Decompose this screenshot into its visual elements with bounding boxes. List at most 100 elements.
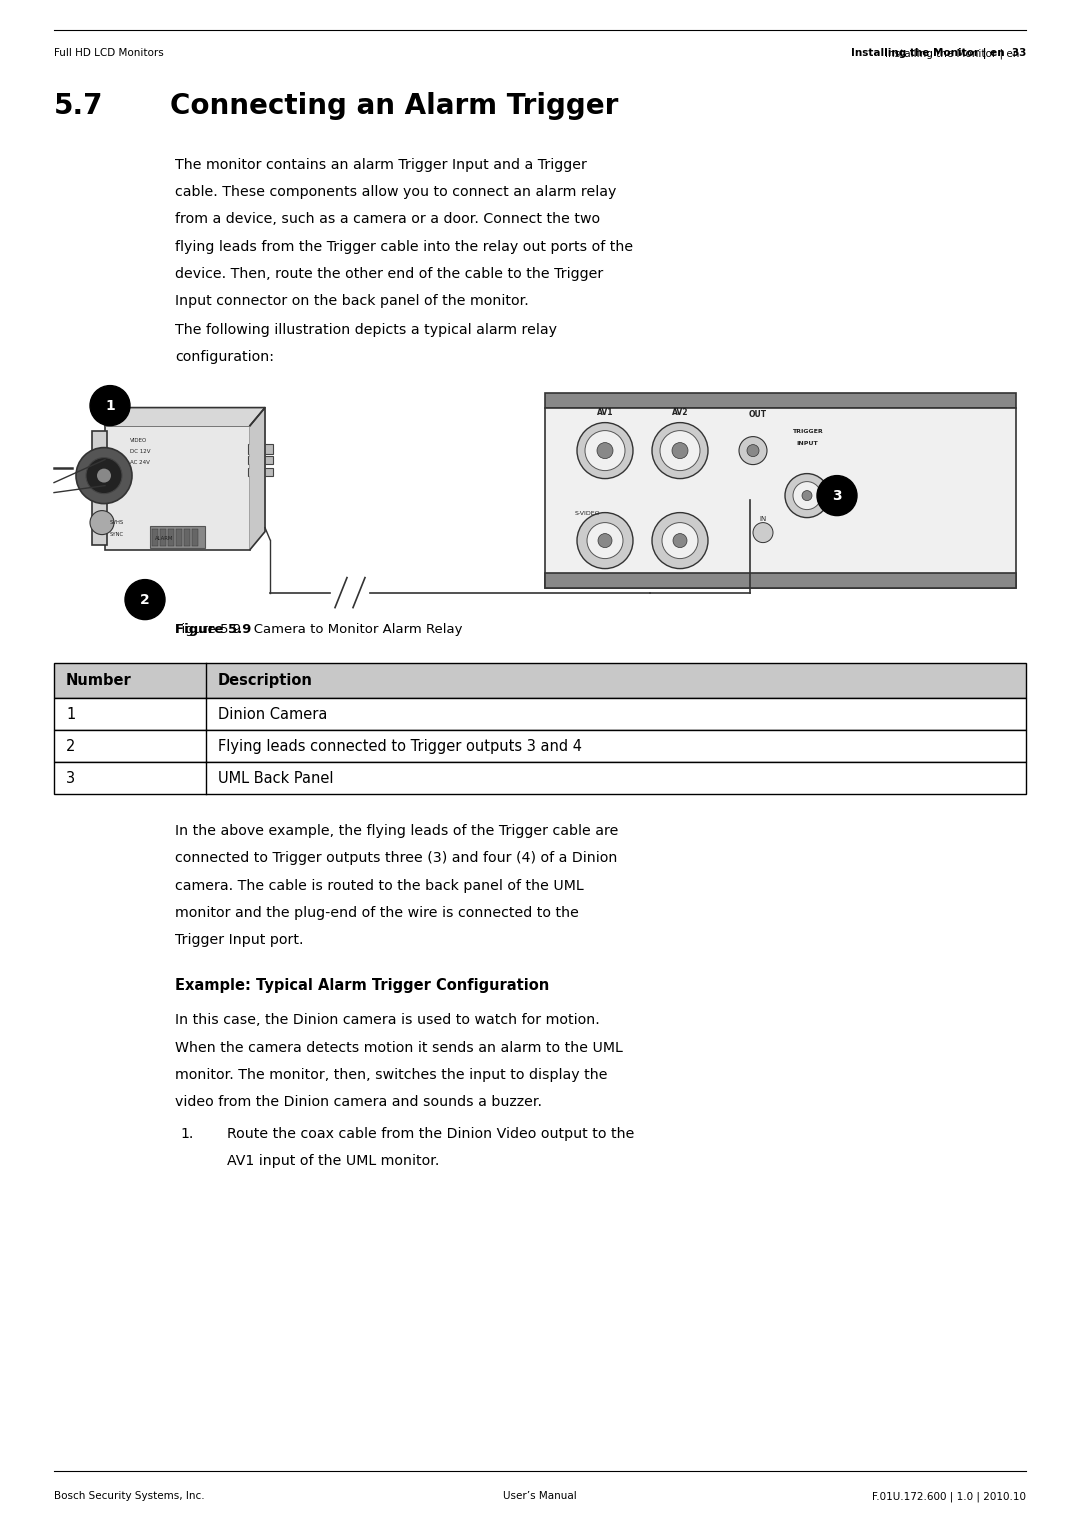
Text: The following illustration depicts a typical alarm relay: The following illustration depicts a typ… (175, 323, 557, 338)
Text: INPUT: INPUT (796, 440, 818, 445)
Text: Installing the Monitor | en: Installing the Monitor | en (886, 47, 1026, 58)
Circle shape (86, 457, 122, 494)
Circle shape (660, 431, 700, 471)
Bar (150, 526, 205, 547)
Text: OUT: OUT (748, 410, 767, 419)
Bar (54, 662, 1026, 699)
Text: 5.7: 5.7 (54, 92, 104, 119)
Circle shape (577, 512, 633, 569)
Text: SVHS: SVHS (110, 520, 124, 524)
Text: configuration:: configuration: (175, 350, 274, 364)
Text: 1.: 1. (180, 1127, 193, 1141)
Text: 1: 1 (66, 706, 76, 722)
Bar (54, 699, 1026, 731)
Circle shape (597, 532, 603, 538)
Bar (184, 529, 189, 546)
Text: DC 12V: DC 12V (130, 448, 150, 454)
Text: Installing the Monitor | en  33: Installing the Monitor | en 33 (851, 47, 1026, 60)
Text: F.01U.172.600 | 1.0 | 2010.10: F.01U.172.600 | 1.0 | 2010.10 (872, 1491, 1026, 1501)
Circle shape (577, 422, 633, 479)
Circle shape (662, 523, 698, 558)
Text: Connecting an Alarm Trigger: Connecting an Alarm Trigger (170, 92, 619, 119)
Text: cable. These components allow you to connect an alarm relay: cable. These components allow you to con… (175, 185, 617, 199)
Circle shape (816, 476, 858, 515)
Circle shape (589, 523, 625, 558)
Circle shape (739, 437, 767, 465)
Circle shape (673, 534, 687, 547)
Bar (152, 529, 158, 546)
Circle shape (597, 442, 613, 459)
Circle shape (97, 468, 111, 483)
Bar (192, 529, 198, 546)
Text: 2: 2 (66, 739, 76, 754)
Text: The monitor contains an alarm Trigger Input and a Trigger: The monitor contains an alarm Trigger In… (175, 157, 586, 171)
Text: IN: IN (759, 515, 767, 521)
Circle shape (597, 543, 603, 549)
Bar (54, 731, 1026, 761)
Text: Figure 5.9: Figure 5.9 (175, 622, 252, 636)
Bar (545, 572, 1016, 587)
Text: In the above example, the flying leads of the Trigger cable are: In the above example, the flying leads o… (175, 824, 619, 838)
Text: User’s Manual: User’s Manual (503, 1491, 577, 1501)
Polygon shape (105, 408, 265, 425)
Bar (545, 408, 1016, 587)
Text: device. Then, route the other end of the cable to the Trigger: device. Then, route the other end of the… (175, 266, 604, 281)
Text: AC 24V: AC 24V (130, 460, 150, 465)
Text: 3: 3 (833, 489, 841, 503)
Text: S-VIDEO: S-VIDEO (575, 511, 600, 515)
Polygon shape (249, 408, 265, 549)
Text: Route the coax cable from the Dinion Video output to the: Route the coax cable from the Dinion Vid… (227, 1127, 634, 1141)
Text: 2: 2 (140, 593, 150, 607)
Text: Number: Number (66, 673, 132, 688)
Circle shape (793, 482, 821, 509)
Circle shape (672, 442, 688, 459)
Circle shape (90, 385, 130, 425)
Bar (248, 468, 273, 476)
Text: UML Back Panel: UML Back Panel (218, 771, 334, 786)
Circle shape (125, 579, 165, 619)
Text: AV2: AV2 (672, 408, 688, 416)
Text: Figure 5.9   Camera to Monitor Alarm Relay: Figure 5.9 Camera to Monitor Alarm Relay (175, 622, 462, 636)
Text: monitor and the plug-end of the wire is connected to the: monitor and the plug-end of the wire is … (175, 905, 579, 920)
Text: monitor. The monitor, then, switches the input to display the: monitor. The monitor, then, switches the… (175, 1067, 607, 1081)
Circle shape (753, 523, 773, 543)
Text: Description: Description (218, 673, 313, 688)
Circle shape (603, 537, 611, 544)
Circle shape (747, 445, 759, 457)
Bar (160, 529, 165, 546)
Circle shape (652, 512, 708, 569)
Text: In this case, the Dinion camera is used to watch for motion.: In this case, the Dinion camera is used … (175, 1014, 599, 1027)
Text: AV1 input of the UML monitor.: AV1 input of the UML monitor. (227, 1154, 440, 1168)
Text: VIDEO: VIDEO (130, 437, 147, 442)
Text: Flying leads connected to Trigger outputs 3 and 4: Flying leads connected to Trigger output… (218, 739, 582, 754)
Text: When the camera detects motion it sends an alarm to the UML: When the camera detects motion it sends … (175, 1041, 623, 1055)
Text: Trigger Input port.: Trigger Input port. (175, 933, 303, 946)
Text: 1: 1 (105, 399, 114, 413)
Circle shape (652, 422, 708, 479)
Circle shape (598, 534, 612, 547)
Circle shape (802, 491, 812, 500)
Text: AV1: AV1 (597, 408, 613, 416)
Circle shape (588, 523, 623, 558)
Text: camera. The cable is routed to the back panel of the UML: camera. The cable is routed to the back … (175, 879, 583, 893)
FancyBboxPatch shape (92, 431, 107, 544)
Text: SYNC: SYNC (110, 532, 124, 537)
Text: video from the Dinion camera and sounds a buzzer.: video from the Dinion camera and sounds … (175, 1095, 542, 1109)
FancyBboxPatch shape (105, 425, 249, 549)
Bar (176, 529, 181, 546)
Text: Dinion Camera: Dinion Camera (218, 706, 327, 722)
Text: flying leads from the Trigger cable into the relay out ports of the: flying leads from the Trigger cable into… (175, 240, 633, 254)
Bar (545, 393, 1016, 408)
Text: Full HD LCD Monitors: Full HD LCD Monitors (54, 47, 164, 58)
Bar (168, 529, 174, 546)
Circle shape (585, 431, 625, 471)
Text: Input connector on the back panel of the monitor.: Input connector on the back panel of the… (175, 294, 529, 307)
Bar (248, 443, 273, 454)
Text: 3: 3 (66, 771, 76, 786)
Text: from a device, such as a camera or a door. Connect the two: from a device, such as a camera or a doo… (175, 213, 600, 226)
Text: ALARM: ALARM (156, 535, 174, 541)
Circle shape (611, 543, 617, 549)
Text: Bosch Security Systems, Inc.: Bosch Security Systems, Inc. (54, 1491, 204, 1501)
Circle shape (611, 532, 617, 538)
Text: connected to Trigger outputs three (3) and four (4) of a Dinion: connected to Trigger outputs three (3) a… (175, 852, 618, 865)
